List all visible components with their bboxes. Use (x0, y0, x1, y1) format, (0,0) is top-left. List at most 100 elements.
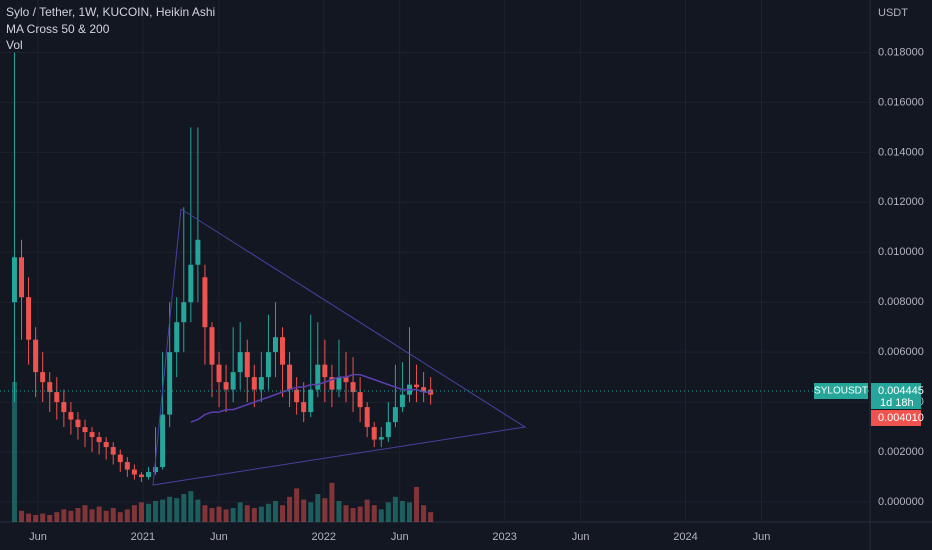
x-tick-label: 2022 (312, 531, 336, 543)
candle-body (336, 377, 342, 390)
volume-bar (272, 501, 278, 522)
candle-body (188, 264, 194, 303)
candle-body (61, 402, 67, 413)
y-tick-label: 0.002000 (878, 446, 924, 458)
candle-body (258, 377, 264, 390)
volume-bar (378, 509, 384, 522)
volume-bar (145, 503, 151, 522)
candle-body (89, 432, 95, 438)
candle-body (272, 337, 278, 353)
volume-bar (26, 513, 32, 522)
candle-body (174, 322, 180, 353)
volume-bar (89, 509, 95, 522)
volume-bar (265, 503, 271, 522)
candle-body (103, 442, 109, 448)
volume-bar (54, 512, 60, 522)
volume-bar (82, 505, 88, 522)
volume-bar (280, 505, 286, 522)
volume-bar (188, 491, 194, 522)
y-tick-label: 0.008000 (878, 296, 924, 308)
y-tick-label: 0.006000 (878, 346, 924, 358)
volume-bar (230, 508, 236, 522)
candle-body (216, 364, 222, 383)
volume-bar (385, 502, 391, 522)
candle-body (294, 389, 300, 403)
candle-body (19, 257, 25, 298)
candle-body (244, 352, 250, 378)
candle-body (280, 337, 286, 365)
candle-body (181, 302, 187, 323)
ma-line (190, 373, 431, 423)
candle-body (26, 297, 32, 340)
x-tick-label: 2021 (131, 531, 155, 543)
volume-pane (11, 382, 434, 522)
candle-body (343, 377, 349, 383)
candle-body (230, 372, 236, 390)
volume-bar (322, 498, 328, 522)
candle-body (421, 387, 427, 393)
prev-close-label: 0.004010 (878, 412, 924, 424)
prev-close-tag (871, 410, 921, 427)
volume-bar (392, 496, 398, 522)
candle-body (131, 469, 137, 475)
volume-bar (406, 502, 412, 522)
volume-bar (33, 515, 39, 522)
candle-body (357, 392, 363, 408)
candle-body (167, 352, 173, 415)
candle-body (308, 389, 314, 413)
y-tick-label: 0.016000 (878, 96, 924, 108)
candle-body (153, 467, 159, 473)
volume-bar (181, 494, 187, 522)
last-price-tag (871, 383, 921, 410)
volume-bar (251, 508, 257, 522)
x-tick-label: Jun (210, 531, 228, 543)
volume-bar (428, 512, 434, 522)
countdown-label: 1d 18h (880, 397, 914, 409)
y-axis-label: USDT (878, 7, 908, 19)
candle-body (160, 414, 166, 468)
x-tick-label: Jun (29, 531, 47, 543)
volume-bar (315, 494, 321, 522)
volume-bar (124, 509, 130, 522)
candle-body (138, 474, 144, 478)
volume-bar (421, 505, 427, 522)
candle-body (251, 377, 257, 390)
symbol-label: SYLOUSDT (814, 386, 868, 397)
candle-body (202, 277, 208, 328)
volume-bar (75, 508, 81, 522)
volume-bar (167, 496, 173, 522)
volume-bar (202, 505, 208, 522)
candle-body (371, 427, 377, 440)
candle-body (385, 422, 391, 438)
candle-body (399, 394, 405, 408)
volume-bar (138, 502, 144, 522)
indicator-label: MA Cross 50 & 200 (6, 22, 110, 36)
candle-body (96, 437, 102, 443)
candle-body (223, 382, 229, 390)
volume-bar (47, 515, 53, 522)
y-tick-label: 0.012000 (878, 196, 924, 208)
candle-body (47, 382, 53, 393)
symbol-tag (814, 383, 868, 400)
candle-body (392, 407, 398, 423)
candle-body (110, 447, 116, 455)
candle-body (378, 437, 384, 440)
y-tick-label: 0.000000 (878, 496, 924, 508)
grid (0, 0, 870, 522)
volume-bar (414, 487, 420, 522)
volume-bar (371, 505, 377, 522)
candle-body (195, 239, 201, 265)
triangle-drawing (152, 208, 527, 486)
volume-bar (294, 488, 300, 522)
x-tick-label: Jun (572, 531, 590, 543)
candle-body (145, 472, 151, 478)
volume-bar (96, 506, 102, 522)
candle-body (301, 402, 307, 413)
candle-body (414, 384, 420, 388)
x-tick-label: 2023 (492, 531, 516, 543)
candle-body (350, 382, 356, 393)
candles (11, 52, 434, 483)
